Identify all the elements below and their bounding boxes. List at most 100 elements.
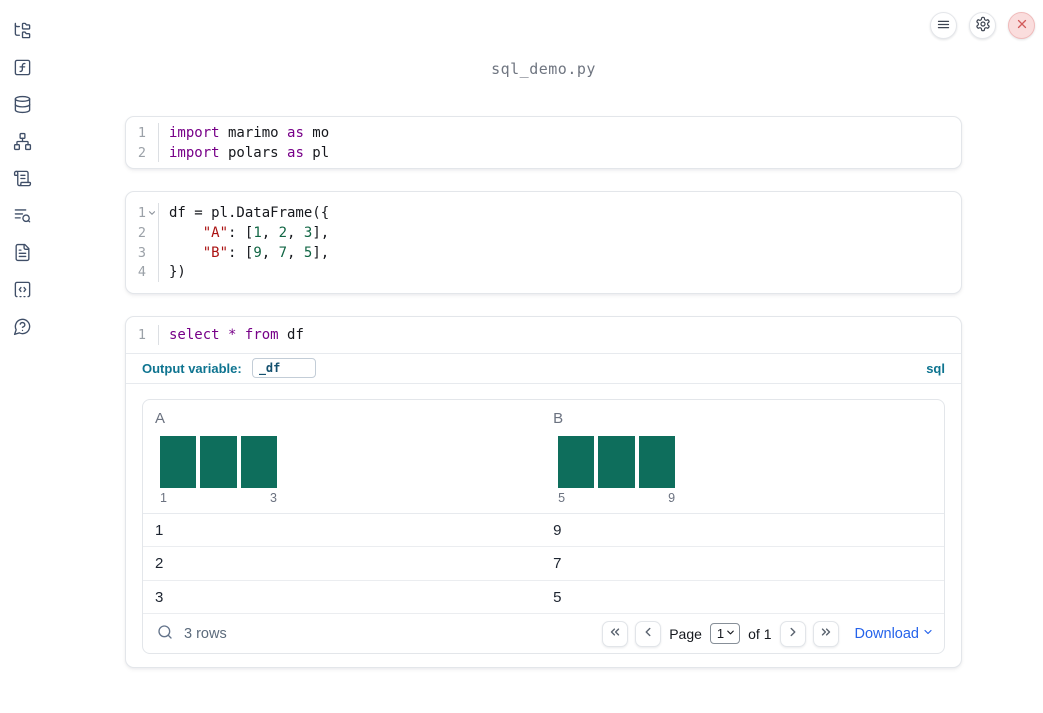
line-gutter: 1 xyxy=(126,325,159,345)
dataframe-table: A 1 3 B xyxy=(142,398,945,655)
column-header-label[interactable]: B xyxy=(553,409,564,427)
histogram-bars xyxy=(160,435,277,488)
sidebar-item-help-chat[interactable] xyxy=(12,318,32,338)
sidebar-item-code-square[interactable] xyxy=(12,281,32,301)
chevron-left-icon xyxy=(641,625,655,642)
topbar-actions xyxy=(930,12,1035,39)
download-label: Download xyxy=(854,625,920,642)
code-editor[interactable]: 1 df = pl.DataFrame({2 "A": [1, 2, 3], 3 "… xyxy=(126,192,961,293)
database-icon xyxy=(13,95,32,117)
sidebar-item-network[interactable] xyxy=(12,132,32,154)
list-search-icon xyxy=(13,206,32,228)
code-text: "B": [9, 7, 5], xyxy=(202,244,330,261)
code-text: import polars as pl xyxy=(169,144,330,161)
sidebar-item-file-text[interactable] xyxy=(12,243,32,265)
settings-button[interactable] xyxy=(969,12,996,39)
page-select[interactable]: 1 xyxy=(709,623,741,645)
line-number: 1 xyxy=(137,326,146,343)
menu-button[interactable] xyxy=(930,12,957,39)
output-variable-input[interactable] xyxy=(251,358,316,379)
last-page-button[interactable] xyxy=(812,620,839,647)
histogram-max-label: 3 xyxy=(270,490,277,505)
code-text: df = pl.DataFrame({ xyxy=(169,205,330,222)
line-gutter: 1 xyxy=(126,123,159,143)
chevron-right-icon xyxy=(786,625,800,642)
code-line: 3 "B": [9, 7, 5], xyxy=(126,242,961,263)
line-number: 1 xyxy=(137,124,146,141)
file-tree-icon xyxy=(13,21,32,43)
column-header-A: A 1 3 xyxy=(143,400,541,513)
sidebar-item-function-square[interactable] xyxy=(12,59,32,79)
column-header-label[interactable]: A xyxy=(155,409,166,427)
code-line: 2 "A": [1, 2, 3], xyxy=(126,223,961,243)
code-text: select * from df xyxy=(169,326,304,343)
page-label: Page xyxy=(669,625,702,642)
output-variable-label: Output variable: xyxy=(142,360,242,376)
histogram-max-label: 9 xyxy=(668,490,676,505)
table-cell: 3 xyxy=(155,588,164,606)
sql-editor[interactable]: 1 select * from df xyxy=(126,317,961,353)
chevrons-left-icon xyxy=(608,625,622,642)
page-title: sql_demo.py xyxy=(491,60,596,78)
line-gutter: 1 xyxy=(126,203,159,224)
code-square-icon xyxy=(13,280,32,302)
histogram-bar xyxy=(598,435,635,488)
help-chat-icon xyxy=(13,317,32,339)
code-text: }) xyxy=(169,264,186,281)
code-line: 2 import polars as pl xyxy=(126,142,961,163)
output-variable-row: Output variable: sql xyxy=(126,352,961,384)
language-badge: sql xyxy=(926,360,945,376)
table-header: A 1 3 B xyxy=(143,400,944,514)
line-number: 3 xyxy=(137,244,146,261)
table-footer: 3 rows Page 1 of 1 xyxy=(143,614,944,653)
cell-output: A 1 3 B xyxy=(126,384,961,668)
code-text: "A": [1, 2, 3], xyxy=(202,224,330,241)
page-select-value: 1 xyxy=(716,626,725,642)
first-page-button[interactable] xyxy=(602,620,629,647)
sidebar-item-file-tree[interactable] xyxy=(12,22,32,42)
sql-cell: 1 select * from df Output variable: sql A… xyxy=(125,316,962,669)
sidebar-item-scroll[interactable] xyxy=(12,170,32,190)
column-histogram: 5 9 xyxy=(558,435,676,505)
column-header-B: B 5 9 xyxy=(541,400,944,513)
scroll-icon xyxy=(13,169,32,191)
close-icon xyxy=(1015,17,1029,34)
row-count: 3 rows xyxy=(184,625,227,642)
table-cell: 1 xyxy=(155,521,164,539)
histogram-min-label: 1 xyxy=(160,490,167,505)
chevrons-right-icon xyxy=(819,625,833,642)
code-line: 1 select * from df xyxy=(126,325,961,345)
histogram-bar xyxy=(558,435,595,488)
table-cell: 5 xyxy=(553,588,562,606)
line-number: 4 xyxy=(137,264,146,281)
histogram-axis-labels: 1 3 xyxy=(160,491,277,505)
sidebar-item-list-search[interactable] xyxy=(12,207,32,227)
histogram-bar xyxy=(200,435,237,488)
histogram-bar xyxy=(160,435,197,488)
line-number: 1 xyxy=(137,205,146,222)
chevron-down-icon xyxy=(922,626,934,642)
sidebar-item-database[interactable] xyxy=(12,95,32,117)
hamburger-menu-icon xyxy=(936,17,951,35)
helper-sidebar xyxy=(0,0,44,713)
code-editor[interactable]: 1 import marimo as mo 2 import polars as pl xyxy=(126,117,961,168)
shutdown-button[interactable] xyxy=(1008,12,1035,39)
network-icon xyxy=(13,132,32,154)
table-cell: 9 xyxy=(553,521,562,539)
prev-page-button[interactable] xyxy=(635,620,662,647)
line-gutter: 2 xyxy=(126,223,159,243)
fold-toggle-icon[interactable] xyxy=(146,208,158,218)
table-cell: 2 xyxy=(155,555,164,573)
next-page-button[interactable] xyxy=(779,620,806,647)
histogram-bar xyxy=(240,435,277,488)
search-button[interactable] xyxy=(151,620,179,648)
file-text-icon xyxy=(13,243,32,265)
download-button[interactable]: Download xyxy=(855,626,935,642)
notebook-main: sql_demo.py 1 import marimo as mo 2 import … xyxy=(44,0,1043,669)
search-icon xyxy=(157,624,173,643)
gear-icon xyxy=(975,16,991,35)
